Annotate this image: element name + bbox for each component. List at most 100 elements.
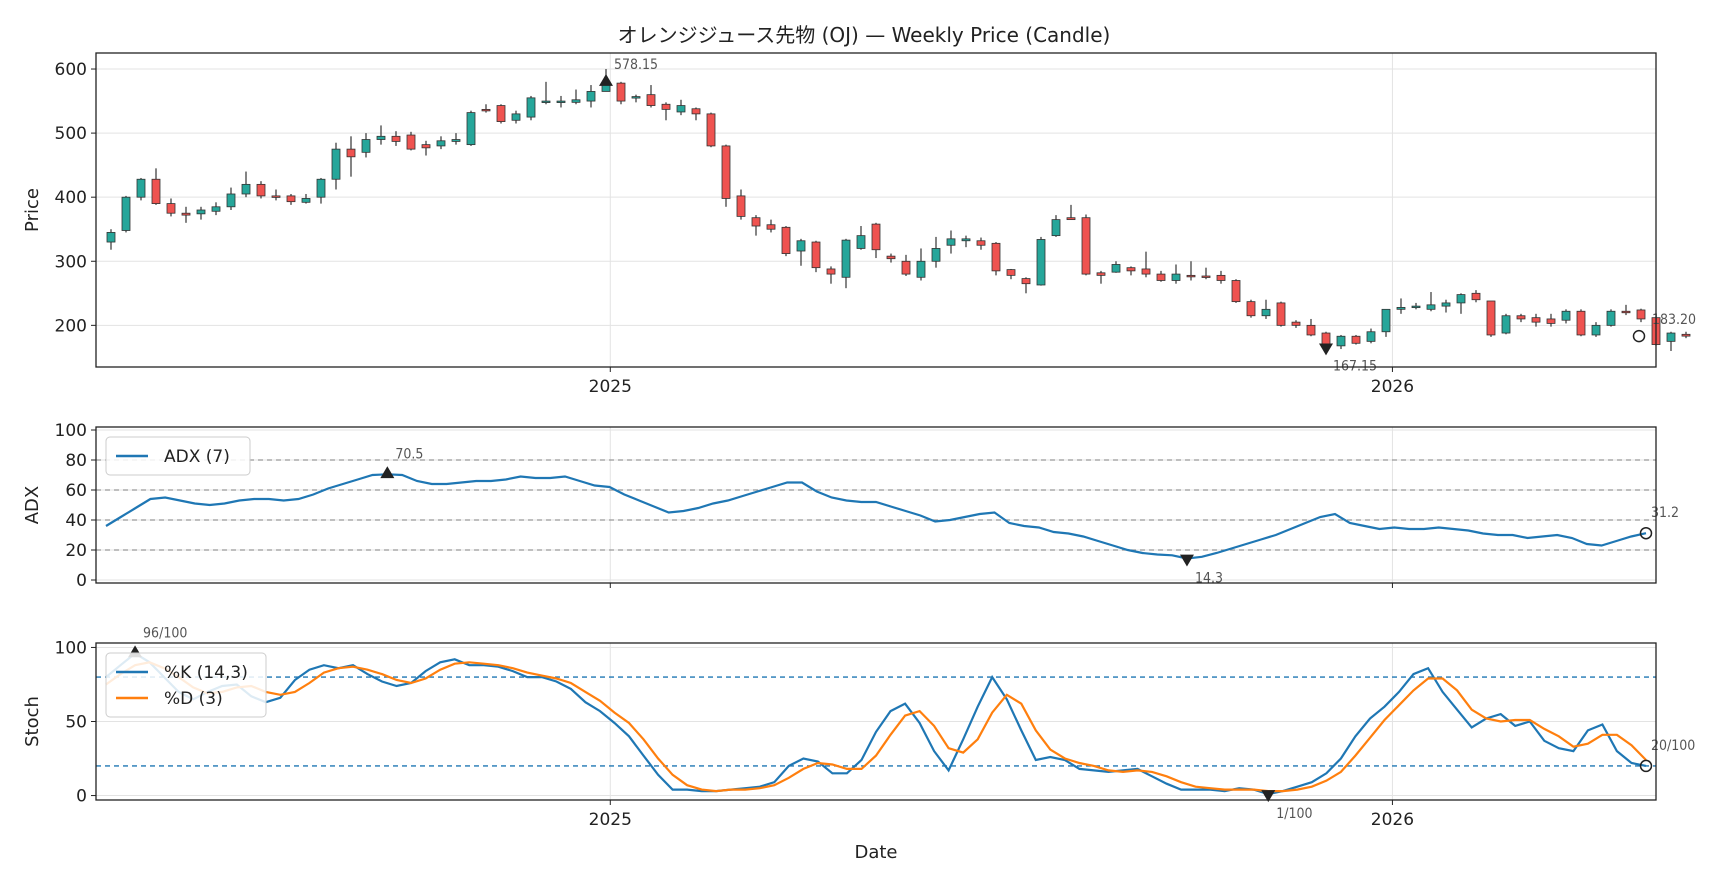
candle-down [346, 148, 356, 158]
candle-up [1606, 310, 1616, 326]
candle-up [526, 97, 536, 118]
panel-border [95, 52, 1657, 368]
candle-up [946, 238, 956, 246]
candle-down [1531, 317, 1541, 323]
legend-box [105, 436, 251, 476]
last-marker [1632, 329, 1646, 343]
candle-up [376, 135, 386, 140]
legend-label: ADX (7) [164, 447, 230, 467]
max-marker [599, 74, 613, 86]
candle-up [916, 260, 926, 278]
candle-up [1441, 302, 1451, 307]
min-marker [1179, 554, 1194, 567]
max-annotation: 578.15 [614, 57, 658, 73]
candle-down [886, 255, 896, 260]
candle-down [976, 240, 986, 246]
candle-up [1336, 335, 1346, 347]
candle-down [901, 260, 911, 275]
panel-border [95, 426, 1657, 584]
last-annotation: 20/100 [1651, 738, 1695, 754]
candle-up [331, 148, 341, 180]
candle-down [871, 223, 881, 251]
y-tick-label: 0 [76, 787, 87, 807]
last-marker [1639, 759, 1653, 773]
adx-panel: 0 20 40 60 80 100 ADX 70.5 14.3 31.2 ADX (7) [22, 421, 1679, 591]
candle-down [1066, 217, 1076, 221]
candle-up [1366, 331, 1376, 342]
min-marker [1261, 790, 1276, 803]
candle-down [616, 82, 626, 102]
candle-down [736, 195, 746, 217]
candle-down [1081, 217, 1091, 275]
candle-up [676, 105, 686, 113]
candle-up [1051, 219, 1061, 237]
x-tick-label: 2026 [1371, 377, 1414, 397]
min-annotation: 14.3 [1195, 571, 1223, 587]
y-tick-label: 500 [55, 124, 87, 144]
candle-down [151, 178, 161, 204]
candle-up [631, 96, 641, 99]
candle-up [1261, 308, 1271, 317]
candle-down [496, 105, 506, 122]
candle-up [571, 99, 581, 103]
candle-down [691, 108, 701, 115]
candle-up [1396, 307, 1406, 310]
candle-down [1291, 321, 1301, 326]
candle-down [1486, 300, 1496, 336]
candle-down [646, 94, 656, 106]
candle-up [211, 206, 221, 212]
stoch-panel: 0 50 100 2025 2026 Stoch 96/100 1/100 20/100 %K (… [22, 625, 1695, 863]
candle-up [541, 100, 551, 103]
last-annotation: 31.2 [1651, 505, 1679, 521]
candle-down [181, 212, 191, 216]
candle-down [406, 134, 416, 150]
y-tick-label: 40 [65, 511, 87, 531]
candle-up [1591, 324, 1601, 336]
candle-up [556, 100, 566, 103]
candle-up [1426, 304, 1436, 310]
max-annotation: 70.5 [395, 446, 423, 462]
candle-down [1186, 274, 1196, 278]
candle-down [1021, 278, 1031, 285]
candle-down [781, 226, 791, 254]
chart-title: オレンジジュース先物 (OJ) — Weekly Price (Candle) [618, 23, 1111, 47]
candle-down [1126, 267, 1136, 272]
candle-down [1276, 302, 1286, 326]
candle-down [706, 113, 716, 147]
candle-up [451, 139, 461, 142]
series-line-d [105, 661, 1647, 793]
candle-up [1501, 315, 1511, 334]
candle-up [361, 139, 371, 153]
y-tick-label: 100 [55, 421, 87, 441]
candle-down [1306, 324, 1316, 336]
candle-up [196, 209, 206, 215]
candle-up [226, 193, 236, 208]
candle-up [301, 198, 311, 203]
candle-down [1141, 268, 1151, 275]
y-axis-label: ADX [22, 486, 43, 525]
candle-up [931, 248, 941, 262]
candle-up [121, 196, 131, 231]
candle-up [436, 140, 446, 147]
candle-down [1231, 280, 1241, 303]
candle-down [1681, 333, 1691, 337]
candle-down [1636, 309, 1646, 320]
candle-down [256, 183, 266, 197]
candle-down [1216, 274, 1226, 281]
candle-up [1036, 239, 1046, 286]
candle-down [1006, 269, 1016, 276]
y-tick-label: 60 [65, 481, 87, 501]
y-tick-label: 300 [55, 252, 87, 272]
candle-up [1456, 294, 1466, 304]
candle-down [766, 224, 776, 230]
candle-up [856, 235, 866, 249]
candle-up [1561, 310, 1571, 321]
y-axis-label: Price [22, 188, 43, 232]
y-tick-label: 20 [65, 541, 87, 561]
last-marker [1639, 526, 1653, 540]
x-tick-label: 2026 [1371, 810, 1414, 830]
candle-down [811, 241, 821, 269]
candle-up [961, 238, 971, 242]
